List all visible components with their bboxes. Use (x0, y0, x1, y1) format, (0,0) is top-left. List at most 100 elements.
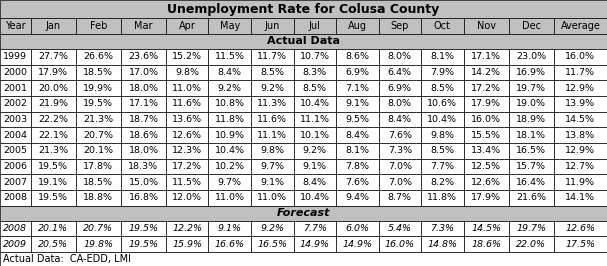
Text: 11.0%: 11.0% (172, 84, 202, 93)
Text: 11.7%: 11.7% (565, 68, 595, 77)
Text: 8.5%: 8.5% (430, 84, 454, 93)
Bar (31, 143, 76, 159)
Text: 10.4%: 10.4% (300, 193, 330, 202)
Text: 2003: 2003 (3, 115, 27, 124)
Text: 11.5%: 11.5% (215, 52, 245, 61)
Text: 17.5%: 17.5% (565, 240, 595, 249)
Text: 10.9%: 10.9% (215, 131, 245, 140)
Text: 19.1%: 19.1% (38, 178, 68, 187)
Text: 20.7%: 20.7% (83, 224, 114, 233)
Bar (0, 18, 31, 34)
Text: Feb: Feb (90, 21, 107, 31)
Text: 2005: 2005 (4, 146, 27, 155)
Text: 9.1%: 9.1% (218, 224, 242, 233)
Text: 21.9%: 21.9% (38, 99, 68, 108)
Text: 12.9%: 12.9% (565, 146, 595, 155)
Text: 7.6%: 7.6% (388, 131, 412, 140)
Bar (76, 65, 121, 80)
Bar (509, 18, 554, 34)
Text: 10.8%: 10.8% (215, 99, 245, 108)
Bar (379, 174, 421, 190)
Bar (208, 127, 251, 143)
Text: 9.2%: 9.2% (260, 224, 284, 233)
Text: 13.6%: 13.6% (172, 115, 202, 124)
Text: 11.5%: 11.5% (172, 178, 202, 187)
Bar (509, 190, 554, 206)
Bar (76, 190, 121, 206)
Bar (0, 143, 31, 159)
Bar (31, 159, 76, 174)
Text: 8.3%: 8.3% (303, 68, 327, 77)
Bar (121, 18, 166, 34)
Text: 11.8%: 11.8% (215, 115, 245, 124)
Bar (166, 236, 208, 252)
Text: 7.3%: 7.3% (388, 146, 412, 155)
Bar (76, 96, 121, 112)
Bar (464, 112, 509, 127)
Text: 11.3%: 11.3% (257, 99, 287, 108)
Text: 14.9%: 14.9% (342, 240, 372, 249)
Text: 9.8%: 9.8% (430, 131, 454, 140)
Bar (421, 112, 464, 127)
Text: 17.9%: 17.9% (471, 99, 501, 108)
Bar (0, 65, 31, 80)
Text: 8.4%: 8.4% (345, 131, 369, 140)
Text: 18.3%: 18.3% (128, 162, 158, 171)
Text: 12.6%: 12.6% (172, 131, 202, 140)
Text: 16.5%: 16.5% (516, 146, 546, 155)
Bar (121, 221, 166, 236)
Text: 2006: 2006 (4, 162, 27, 171)
Bar (379, 221, 421, 236)
Bar (421, 174, 464, 190)
Bar (0, 34, 607, 49)
Text: Actual Data:  CA-EDD, LMI: Actual Data: CA-EDD, LMI (3, 254, 131, 264)
Text: 12.3%: 12.3% (172, 146, 202, 155)
Text: 19.5%: 19.5% (129, 224, 158, 233)
Bar (251, 159, 294, 174)
Text: 20.1%: 20.1% (83, 146, 114, 155)
Text: 15.0%: 15.0% (129, 178, 158, 187)
Bar (121, 80, 166, 96)
Text: 14.9%: 14.9% (300, 240, 330, 249)
Text: 19.9%: 19.9% (83, 84, 114, 93)
Bar (336, 143, 379, 159)
Bar (294, 18, 336, 34)
Bar (379, 112, 421, 127)
Bar (251, 127, 294, 143)
Bar (294, 190, 336, 206)
Text: 6.9%: 6.9% (388, 84, 412, 93)
Text: 12.9%: 12.9% (565, 84, 595, 93)
Bar (554, 127, 607, 143)
Text: Unemployment Rate for Colusa County: Unemployment Rate for Colusa County (168, 2, 439, 15)
Text: Forecast: Forecast (277, 208, 330, 218)
Bar (464, 65, 509, 80)
Text: 19.8%: 19.8% (83, 240, 114, 249)
Bar (31, 80, 76, 96)
Bar (554, 18, 607, 34)
Bar (421, 143, 464, 159)
Bar (294, 143, 336, 159)
Text: 7.0%: 7.0% (388, 178, 412, 187)
Text: 9.7%: 9.7% (260, 162, 284, 171)
Bar (336, 174, 379, 190)
Bar (509, 127, 554, 143)
Text: 11.6%: 11.6% (257, 115, 287, 124)
Text: 17.2%: 17.2% (471, 84, 501, 93)
Bar (336, 190, 379, 206)
Bar (294, 221, 336, 236)
Bar (251, 236, 294, 252)
Text: 18.0%: 18.0% (129, 84, 158, 93)
Bar (509, 159, 554, 174)
Text: 27.7%: 27.7% (38, 52, 68, 61)
Bar (421, 18, 464, 34)
Text: 10.6%: 10.6% (427, 99, 457, 108)
Bar (166, 49, 208, 65)
Bar (464, 159, 509, 174)
Text: 11.6%: 11.6% (172, 99, 202, 108)
Text: 10.4%: 10.4% (427, 115, 457, 124)
Text: 21.3%: 21.3% (83, 115, 114, 124)
Bar (251, 96, 294, 112)
Text: 16.6%: 16.6% (215, 240, 245, 249)
Text: 15.5%: 15.5% (471, 131, 501, 140)
Bar (336, 236, 379, 252)
